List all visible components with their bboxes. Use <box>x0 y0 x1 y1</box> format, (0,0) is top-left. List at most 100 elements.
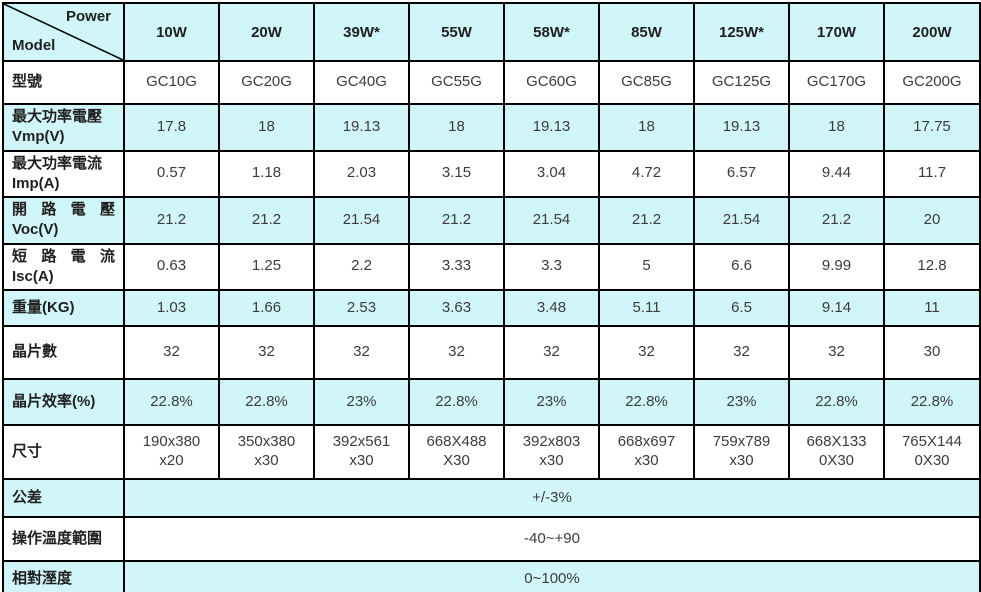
value-cell: 668X488 X30 <box>408 424 505 480</box>
value-cell: 9.14 <box>788 289 885 327</box>
value-cell: 22.8% <box>598 378 695 426</box>
value-cell: 4.72 <box>598 149 695 198</box>
row-model-number: 型號 GC10G GC20G GC40G GC55G GC60G GC85G G… <box>2 60 981 105</box>
column-header-58w: 58W* <box>503 2 600 62</box>
value-cell: 19.13 <box>693 103 790 152</box>
row-relative-humidity: 相對溼度 0~100% <box>2 560 981 592</box>
value-cell: GC40G <box>313 60 410 105</box>
value-cell: 0.63 <box>123 242 220 291</box>
value-cell: GC200G <box>883 60 981 105</box>
value-cell: 1.03 <box>123 289 220 327</box>
value-cell: 3.3 <box>503 242 600 291</box>
row-label-text: 開 路 電 壓 <box>12 201 115 218</box>
row-isc: 短 路 電 流 Isc(A) 0.63 1.25 2.2 3.33 3.3 5 6… <box>2 242 981 291</box>
span-value-cell: 0~100% <box>123 560 981 592</box>
value-cell: 23% <box>503 378 600 426</box>
value-cell: 22.8% <box>123 378 220 426</box>
row-label-text: 重量(KG) <box>12 298 75 316</box>
diagonal-divider <box>4 4 123 60</box>
header-row: Power Model 10W 20W 39W* 55W 58W* 85W 12… <box>2 2 981 62</box>
value-cell: 32 <box>598 325 695 380</box>
value-cell: 668x697 x30 <box>598 424 695 480</box>
value-cell: 392x561 x30 <box>313 424 410 480</box>
value-cell: GC10G <box>123 60 220 105</box>
column-header-200w: 200W <box>883 2 981 62</box>
value-cell: 20 <box>883 196 981 245</box>
value-cell: 21.54 <box>693 196 790 245</box>
row-label-text: 晶片效率(%) <box>12 392 96 410</box>
corner-cell: Power Model <box>2 2 125 62</box>
row-label-sub: Vmp(V) <box>12 128 65 146</box>
row-label-text: 最大功率電流 <box>12 154 103 172</box>
value-cell: 21.54 <box>503 196 600 245</box>
value-cell: 1.66 <box>218 289 315 327</box>
value-cell: 21.2 <box>218 196 315 245</box>
row-label: 操作溫度範圍 <box>2 516 125 562</box>
value-cell: 11 <box>883 289 981 327</box>
column-header-39w: 39W* <box>313 2 410 62</box>
row-label-sub: Isc(A) <box>12 267 54 285</box>
row-label-sub: Imp(A) <box>12 174 60 192</box>
row-label: 公差 <box>2 478 125 518</box>
value-cell: 23% <box>693 378 790 426</box>
corner-power-label: Power <box>65 8 111 25</box>
value-cell: 32 <box>123 325 220 380</box>
value-cell: 6.57 <box>693 149 790 198</box>
value-cell: 2.03 <box>313 149 410 198</box>
row-label-text: 公差 <box>12 488 43 506</box>
value-cell: 17.75 <box>883 103 981 152</box>
column-header-125w: 125W* <box>693 2 790 62</box>
value-cell: 21.2 <box>598 196 695 245</box>
value-cell: 392x803 x30 <box>503 424 600 480</box>
value-cell: 3.48 <box>503 289 600 327</box>
row-label: 晶片效率(%) <box>2 378 125 426</box>
value-cell: 21.2 <box>788 196 885 245</box>
value-cell: 0.57 <box>123 149 220 198</box>
row-label: 型號 <box>2 60 125 105</box>
value-cell: 3.15 <box>408 149 505 198</box>
value-cell: 32 <box>693 325 790 380</box>
value-cell: 5 <box>598 242 695 291</box>
row-label-text: 尺寸 <box>12 442 43 460</box>
value-cell: 32 <box>503 325 600 380</box>
value-cell: 3.33 <box>408 242 505 291</box>
value-cell: GC20G <box>218 60 315 105</box>
row-label-text: 短 路 電 流 <box>12 247 115 265</box>
row-vmp: 最大功率電壓 Vmp(V) 17.8 18 19.13 18 19.13 18 1… <box>2 103 981 152</box>
row-imp: 最大功率電流 Imp(A) 0.57 1.18 2.03 3.15 3.04 4.… <box>2 149 981 198</box>
value-cell: 668X133 0X30 <box>788 424 885 480</box>
value-cell: 32 <box>408 325 505 380</box>
value-cell: 19.13 <box>503 103 600 152</box>
row-label-sub: Voc(V) <box>12 221 59 239</box>
value-cell: 32 <box>218 325 315 380</box>
value-cell: 21.54 <box>313 196 410 245</box>
value-cell: 3.63 <box>408 289 505 327</box>
corner-model-label: Model <box>12 37 56 54</box>
value-cell: 6.5 <box>693 289 790 327</box>
value-cell: 6.6 <box>693 242 790 291</box>
value-cell: 22.8% <box>883 378 981 426</box>
value-cell: GC170G <box>788 60 885 105</box>
row-cell-efficiency: 晶片效率(%) 22.8% 22.8% 23% 22.8% 23% 22.8% … <box>2 378 981 426</box>
column-header-20w: 20W <box>218 2 315 62</box>
row-label: 晶片數 <box>2 325 125 380</box>
row-label: 相對溼度 <box>2 560 125 592</box>
value-cell: 9.44 <box>788 149 885 198</box>
value-cell: 22.8% <box>218 378 315 426</box>
column-header-10w: 10W <box>123 2 220 62</box>
value-cell: GC125G <box>693 60 790 105</box>
value-cell: 18 <box>598 103 695 152</box>
value-cell: GC55G <box>408 60 505 105</box>
value-cell: 17.8 <box>123 103 220 152</box>
value-cell: 30 <box>883 325 981 380</box>
span-value-cell: +/-3% <box>123 478 981 518</box>
value-cell: GC85G <box>598 60 695 105</box>
column-header-170w: 170W <box>788 2 885 62</box>
value-cell: 190x380 x20 <box>123 424 220 480</box>
row-label: 開 路 電 壓 Voc(V) <box>2 196 125 245</box>
value-cell: 22.8% <box>788 378 885 426</box>
row-label: 最大功率電壓 Vmp(V) <box>2 103 125 152</box>
value-cell: 2.53 <box>313 289 410 327</box>
